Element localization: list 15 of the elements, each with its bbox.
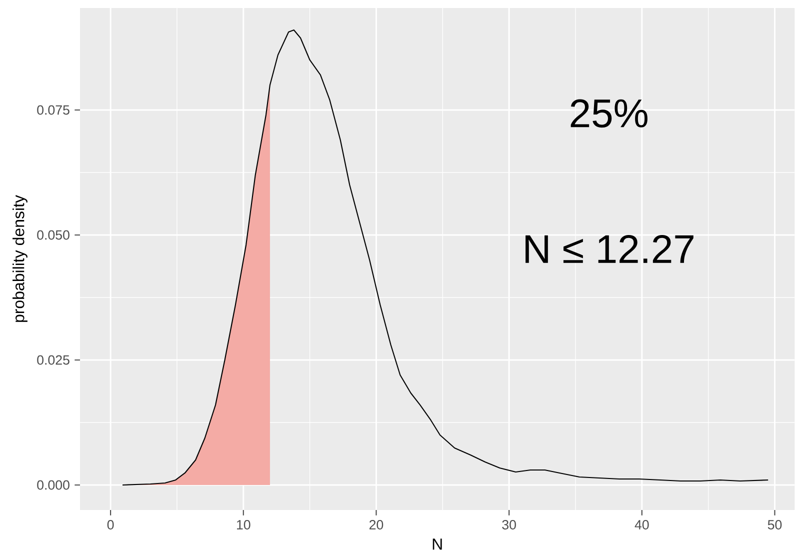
x-tick-label: 20 bbox=[369, 520, 384, 530]
x-tick-label: 10 bbox=[237, 520, 250, 530]
y-tick-label: 0.050 bbox=[37, 230, 70, 240]
y-axis-title: probability density bbox=[12, 195, 28, 322]
x-tick-label: 30 bbox=[502, 520, 516, 530]
y-tick-label: 0.025 bbox=[37, 355, 70, 365]
annotation: 25% bbox=[570, 99, 648, 128]
x-tick-label: 40 bbox=[634, 520, 649, 530]
x-tick-label: 50 bbox=[768, 520, 782, 530]
y-tick-label: 0.075 bbox=[37, 105, 70, 115]
line-series bbox=[122, 29, 769, 486]
x-axis-title: N bbox=[432, 538, 442, 550]
y-tick-label: 0.000 bbox=[37, 480, 70, 490]
annotation: N ≤ 12.27 bbox=[526, 234, 694, 263]
x-tick-label: 0 bbox=[107, 520, 114, 530]
